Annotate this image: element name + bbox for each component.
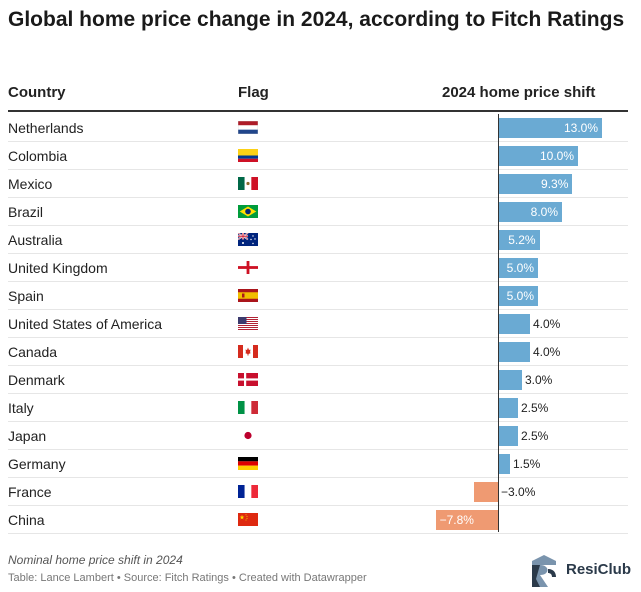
bar xyxy=(498,314,530,334)
bar-value-label: 1.5% xyxy=(513,457,541,471)
table-row: United States of America 4.0% xyxy=(8,310,628,338)
resiclub-logo: ResiClub xyxy=(528,555,632,587)
spain-flag xyxy=(238,289,258,302)
bar xyxy=(498,342,530,362)
column-header-shift: 2024 home price shift xyxy=(442,84,596,101)
bar xyxy=(474,482,498,502)
usa-flag xyxy=(238,317,258,330)
bar-value-label: 4.0% xyxy=(533,345,561,359)
bar xyxy=(498,258,538,278)
bar-value-label: −7.8% xyxy=(439,513,474,527)
country-label: France xyxy=(8,484,52,500)
country-label: Germany xyxy=(8,456,66,472)
bar-value-label: 5.0% xyxy=(506,289,534,303)
country-label: Netherlands xyxy=(8,120,84,136)
table-row: Italy 2.5% xyxy=(8,394,628,422)
country-label: Australia xyxy=(8,232,63,248)
bar xyxy=(498,174,573,194)
country-label: Mexico xyxy=(8,176,53,192)
country-label: Canada xyxy=(8,344,58,360)
table-row: Japan 2.5% xyxy=(8,422,628,450)
bar-value-label: 9.3% xyxy=(541,177,569,191)
table-row: Germany 1.5% xyxy=(8,450,628,478)
footnote: Nominal home price shift in 2024 xyxy=(8,553,183,567)
germany-flag xyxy=(238,457,258,470)
bar-value-label: 4.0% xyxy=(533,317,561,331)
bar xyxy=(498,202,562,222)
bar-value-label: 2.5% xyxy=(521,401,549,415)
country-label: Spain xyxy=(8,288,44,304)
table-row: United Kingdom 5.0% xyxy=(8,254,628,282)
bar-value-label: 3.0% xyxy=(525,373,553,387)
country-label: Japan xyxy=(8,428,47,444)
japan-flag xyxy=(238,429,258,442)
table-body: Netherlands 13.0% Colombia 10.0% Mexico 9.3% B… xyxy=(8,114,628,534)
bar xyxy=(498,370,522,390)
country-label: United Kingdom xyxy=(8,260,108,276)
chart-title: Global home price change in 2024, accord… xyxy=(8,8,625,31)
bar-value-label: 5.2% xyxy=(508,233,536,247)
country-label: Brazil xyxy=(8,204,44,220)
bar xyxy=(498,286,538,306)
column-header-country: Country xyxy=(8,84,66,101)
bar-value-label: 2.5% xyxy=(521,429,549,443)
table-row: Mexico 9.3% xyxy=(8,170,628,198)
china-flag xyxy=(238,513,258,526)
table-row: France −3.0% xyxy=(8,478,628,506)
country-label: United States of America xyxy=(8,316,163,332)
italy-flag xyxy=(238,401,258,414)
resiclub-logo-text: ResiClub xyxy=(566,561,632,578)
bar xyxy=(435,510,498,530)
bar-value-label: 5.0% xyxy=(506,261,534,275)
brazil-flag xyxy=(238,205,258,218)
table-row: Netherlands 13.0% xyxy=(8,114,628,142)
bar xyxy=(498,230,540,250)
bar xyxy=(498,454,510,474)
table-row: Brazil 8.0% xyxy=(8,198,628,226)
table-row: Australia 5.2% xyxy=(8,226,628,254)
bar-value-label: 8.0% xyxy=(530,205,558,219)
table-header: Country Flag 2024 home price shift xyxy=(8,80,628,112)
country-label: China xyxy=(8,512,45,528)
column-header-flag: Flag xyxy=(238,84,269,101)
table-row: Denmark 3.0% xyxy=(8,366,628,394)
bar xyxy=(498,426,518,446)
table-row: Canada 4.0% xyxy=(8,338,628,366)
table-row: Colombia 10.0% xyxy=(8,142,628,170)
colombia-flag xyxy=(238,149,258,162)
zero-axis-line xyxy=(498,114,499,532)
bar xyxy=(498,118,602,138)
australia-flag xyxy=(237,232,258,246)
mexico-flag xyxy=(238,177,258,190)
bar xyxy=(498,398,518,418)
denmark-flag xyxy=(238,373,258,386)
country-label: Italy xyxy=(8,400,34,416)
england-flag xyxy=(238,261,258,274)
netherlands-flag xyxy=(237,120,259,135)
france-flag xyxy=(238,485,258,498)
resiclub-logo-icon xyxy=(532,555,556,587)
bar-value-label: −3.0% xyxy=(501,485,536,499)
country-label: Denmark xyxy=(8,372,65,388)
country-label: Colombia xyxy=(8,148,68,164)
table-row: Spain 5.0% xyxy=(8,282,628,310)
bar-value-label: 13.0% xyxy=(563,121,598,135)
source-line: Table: Lance Lambert • Source: Fitch Rat… xyxy=(8,572,367,584)
bar xyxy=(498,146,578,166)
canada-flag xyxy=(238,345,258,358)
table-row: China −7.8% xyxy=(8,506,628,534)
bar-value-label: 10.0% xyxy=(539,149,574,163)
